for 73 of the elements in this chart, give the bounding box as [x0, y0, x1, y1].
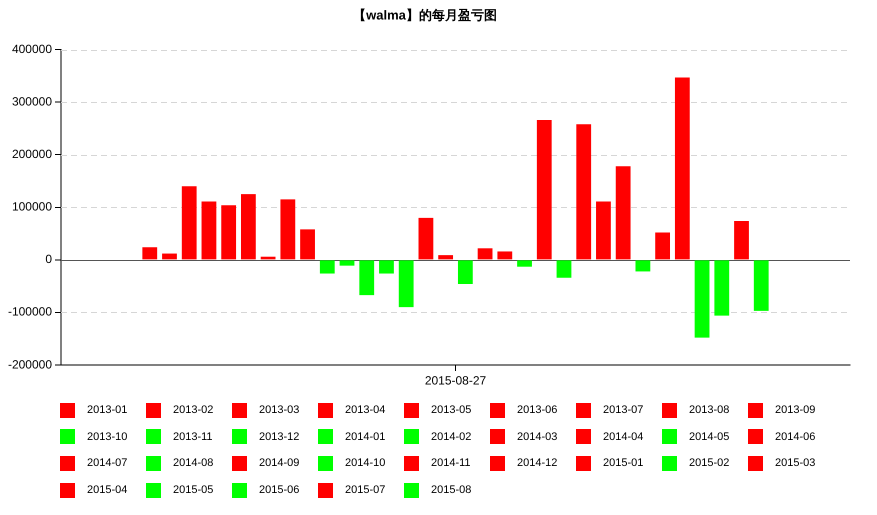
bar: [340, 260, 354, 266]
bar: [320, 260, 335, 274]
legend-label: 2014-11: [431, 457, 471, 470]
bar: [280, 199, 296, 260]
bar: [576, 124, 592, 260]
bar: [616, 166, 631, 260]
legend-label: 2013-02: [173, 404, 214, 416]
bar: [240, 194, 256, 260]
bar: [655, 232, 670, 260]
bar: [300, 229, 315, 260]
bar: [497, 251, 512, 260]
legend-label: 2015-07: [345, 484, 386, 496]
bar: [221, 205, 236, 260]
bar: [754, 260, 769, 311]
legend-label: 2014-01: [345, 430, 386, 443]
legend-label: 2015-01: [603, 457, 644, 470]
bar: [438, 255, 454, 260]
bar: [458, 260, 473, 284]
legend-label: 2013-07: [603, 404, 644, 416]
bar: [694, 260, 710, 338]
legend-label: 2014-07: [87, 457, 128, 470]
y-tick-label: 200000: [12, 147, 52, 162]
x-tick-label: 2015-08-27: [424, 374, 487, 388]
legend-label: 2013-05: [431, 404, 472, 416]
legend-label: 2014-05: [689, 430, 730, 443]
bar: [398, 260, 414, 308]
legend-label: 2013-06: [517, 404, 558, 416]
legend-label: 2015-06: [259, 484, 300, 496]
y-tick-label: 0: [45, 252, 52, 266]
legend-label: 2014-09: [259, 457, 300, 470]
legend-label: 2013-11: [173, 430, 213, 443]
chart-title: 【walma】的每月盈亏图: [353, 7, 497, 22]
y-tick-label: -100000: [8, 304, 52, 319]
y-tick-label: -200000: [8, 357, 52, 372]
legend-label: 2013-03: [259, 404, 300, 416]
bar: [142, 247, 158, 260]
legend-label: 2014-12: [517, 457, 558, 470]
legend-label: 2015-02: [689, 457, 730, 470]
legend-label: 2013-09: [775, 404, 816, 416]
bar: [182, 186, 197, 260]
legend-label: 2015-08: [431, 484, 472, 496]
bar: [714, 260, 730, 316]
bar: [260, 256, 276, 260]
legend-label: 2014-08: [173, 457, 214, 470]
legend-label: 2013-04: [345, 404, 386, 416]
bar: [478, 248, 492, 260]
legend-label: 2014-02: [431, 430, 472, 443]
legend-label: 2013-10: [87, 430, 128, 443]
legend-label: 2015-05: [173, 484, 214, 496]
bar: [359, 260, 374, 296]
legend-label: 2014-03: [517, 430, 558, 443]
legend-label: 2015-04: [87, 484, 128, 496]
bar: [418, 218, 434, 260]
legend-label: 2013-12: [259, 430, 300, 443]
bar: [202, 202, 216, 260]
legend-label: 2014-06: [775, 430, 816, 443]
bar: [536, 120, 552, 260]
bar: [596, 202, 611, 260]
y-tick-label: 100000: [12, 200, 52, 214]
bar: [379, 260, 394, 274]
legend-label: 2013-01: [87, 404, 128, 416]
y-tick-label: 300000: [12, 94, 52, 108]
legend-label: 2014-04: [603, 430, 644, 443]
bar: [162, 254, 177, 260]
legend-label: 2015-03: [775, 457, 816, 470]
y-tick-label: 400000: [12, 42, 52, 56]
bar: [674, 77, 690, 260]
bar: [556, 260, 572, 278]
bar: [517, 260, 532, 267]
legend-label: 2013-08: [689, 404, 730, 416]
bar: [635, 260, 650, 272]
legend-label: 2014-10: [345, 457, 386, 470]
bar: [734, 220, 749, 260]
